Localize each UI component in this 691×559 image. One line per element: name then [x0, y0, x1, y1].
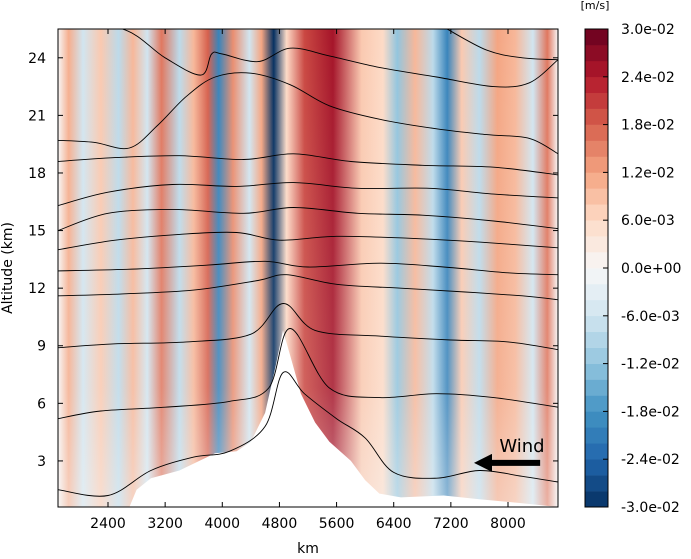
terrain-mask	[58, 330, 558, 507]
colorbar-level	[585, 427, 608, 444]
colorbar-level	[585, 29, 608, 46]
contour-line	[58, 153, 558, 176]
colorbar-tick-label: 2.4e-02	[621, 70, 675, 86]
contour-line	[58, 207, 558, 232]
x-tick-label: 4800	[262, 516, 298, 532]
colorbar-ticks: 3.0e-02 2.4e-02 1.8e-02 1.2e-02 6.0e-03 0.0e+…	[603, 22, 681, 516]
colorbar-level	[585, 347, 608, 364]
contour-line	[58, 371, 558, 497]
colorbar-level	[585, 60, 608, 78]
x-tick-label: 4000	[204, 516, 240, 532]
colorbar-level	[585, 331, 608, 348]
y-tick-label: 18	[28, 166, 46, 182]
colorbar-level	[585, 140, 608, 157]
colorbar-level	[585, 443, 608, 460]
contour-line	[58, 182, 558, 207]
x-tick-label: 6400	[376, 516, 412, 532]
colorbar-level	[585, 156, 608, 173]
x-axis-ticks: 2400 3200 4000 4800 5600 6400 7200 8000	[90, 29, 526, 532]
colorbar-level	[585, 379, 608, 396]
colorbar	[585, 29, 608, 508]
x-tick-label: 7200	[433, 516, 469, 532]
colorbar-tick-label: 6.0e-03	[621, 213, 675, 229]
colorbar-level	[585, 220, 608, 237]
colorbar-level	[585, 188, 608, 205]
colorbar-tick-label: 1.2e-02	[621, 165, 675, 181]
colorbar-level	[585, 252, 608, 269]
velocity-field	[58, 29, 558, 507]
colorbar-level	[585, 283, 608, 301]
contour-line	[120, 29, 558, 88]
contour-line	[58, 274, 558, 301]
contour-line	[58, 328, 558, 420]
contour-line	[58, 303, 558, 351]
colorbar-level	[585, 268, 608, 285]
x-tick-label: 2400	[90, 516, 126, 532]
x-axis-label: km	[297, 541, 319, 557]
colorbar-level	[585, 204, 608, 221]
y-axis-ticks: 3 6 9 12 15 18 21 24	[28, 51, 558, 470]
contour-line	[58, 260, 558, 276]
colorbar-unit: [m/s]	[581, 0, 610, 12]
colorbar-level	[585, 108, 608, 125]
x-tick-label: 3200	[147, 516, 183, 532]
colorbar-level	[585, 363, 608, 380]
y-tick-label: 6	[37, 396, 46, 412]
colorbar-tick-label: -2.4e-02	[621, 452, 680, 468]
colorbar-level	[585, 76, 608, 94]
colorbar-level	[585, 92, 608, 109]
colorbar-level	[585, 475, 608, 492]
colorbar-tick-label: -1.2e-02	[621, 357, 680, 373]
contour-line	[58, 72, 558, 155]
contour-lines	[58, 29, 558, 497]
colorbar-level	[585, 395, 608, 412]
y-tick-label: 12	[28, 281, 46, 297]
colorbar-tick-label: 1.8e-02	[621, 118, 675, 134]
colorbar-level	[585, 459, 608, 476]
x-tick-label: 8000	[490, 516, 526, 532]
colorbar-level	[585, 124, 608, 141]
colorbar-level	[585, 299, 608, 317]
colorbar-level	[585, 44, 608, 62]
colorbar-level	[585, 315, 608, 333]
wind-annotation: Wind	[474, 436, 545, 472]
contour-line	[58, 231, 558, 251]
y-tick-label: 15	[28, 224, 46, 240]
colorbar-tick-label: 0.0e+00	[621, 261, 681, 277]
y-tick-label: 9	[37, 339, 46, 355]
colorbar-level	[585, 172, 608, 189]
colorbar-tick-label: 3.0e-02	[621, 22, 675, 38]
y-tick-label: 24	[28, 51, 46, 67]
colorbar-tick-label: -6.0e-03	[621, 309, 680, 325]
contour-line	[446, 29, 558, 61]
colorbar-tick-label: -1.8e-02	[621, 404, 680, 420]
y-axis-label: Altitude (km)	[0, 222, 16, 314]
y-tick-label: 3	[37, 454, 46, 470]
y-tick-label: 21	[28, 108, 46, 124]
wind-label: Wind	[499, 436, 544, 457]
colorbar-tick-label: -3.0e-02	[621, 500, 680, 516]
colorbar-level	[585, 491, 608, 508]
colorbar-level	[585, 411, 608, 428]
plot-frame	[57, 28, 559, 508]
colorbar-level	[585, 236, 608, 253]
x-tick-label: 5600	[319, 516, 355, 532]
